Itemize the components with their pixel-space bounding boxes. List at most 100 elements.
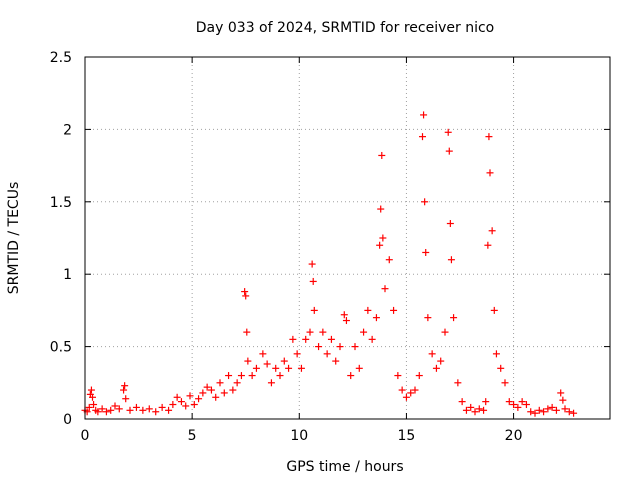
x-tick-label: 20 [505,428,523,444]
data-point [212,393,220,401]
data-point [158,403,166,411]
data-point [272,364,280,372]
data-point [480,406,488,414]
data-point [488,227,496,235]
plot-frame [84,56,611,420]
data-point [319,328,327,336]
data-point [548,403,556,411]
data-point [263,360,271,368]
data-point [510,401,518,409]
grid-layer [85,57,610,419]
data-point [379,234,387,242]
data-point [565,408,573,416]
data-point [169,401,177,409]
data-point [390,306,398,314]
data-point [355,364,363,372]
data-point [94,408,102,416]
data-point [203,383,211,391]
data-point [139,406,147,414]
data-point [482,398,490,406]
data-point [552,406,560,414]
data-point [177,398,185,406]
data-point [340,311,348,319]
data-point [514,403,522,411]
data-point [441,328,449,336]
data-point [394,372,402,380]
data-point [107,406,115,414]
axis-ticks [84,56,610,420]
data-point [531,409,539,417]
data-point [309,277,317,285]
data-point [484,241,492,249]
x-axis-label: GPS time / hours [286,459,403,475]
data-point [522,401,530,409]
data-point [486,169,494,177]
data-point [244,357,252,365]
data-point [376,241,384,249]
data-points [81,111,578,417]
data-point [475,405,483,413]
data-point [121,382,129,390]
data-point [225,372,233,380]
data-point [411,386,419,394]
data-point [559,396,567,404]
data-point [561,405,569,413]
data-point [347,372,355,380]
data-point [190,401,198,409]
data-point [165,406,173,414]
data-point [243,328,251,336]
data-point [152,408,160,416]
y-tick-label: 0 [63,412,72,428]
data-point [422,248,430,256]
data-point [492,350,500,358]
data-point [182,402,190,410]
data-point [98,405,106,413]
data-point [535,406,543,414]
data-point [248,372,256,380]
x-tick-label: 15 [398,428,416,444]
data-point [120,386,128,394]
y-tick-label: 1.5 [50,195,72,211]
data-point [497,364,505,372]
data-point [444,128,452,136]
data-point [276,372,284,380]
data-point [485,133,493,141]
data-point [462,406,470,414]
data-point [467,403,475,411]
data-point [447,256,455,264]
data-point [428,350,436,358]
data-point [424,314,432,322]
x-tick-label: 0 [81,428,90,444]
data-point [145,405,153,413]
data-point [229,386,237,394]
data-point [421,198,429,206]
data-point [505,398,513,406]
data-point [310,306,318,314]
data-point [207,386,215,394]
data-point [122,395,130,403]
y-tick-label: 2 [63,122,72,138]
data-point [267,379,275,387]
x-tick-label: 10 [290,428,308,444]
data-point [285,364,293,372]
data-point [293,350,301,358]
data-point [297,364,305,372]
data-point [377,205,385,213]
axis-tick-labels: 0 5 10 15 20 0 0.5 1 1.5 2 2.5 [50,50,523,444]
data-point [115,405,123,413]
data-point [407,389,415,397]
data-point [237,372,245,380]
data-point [233,379,241,387]
data-point [402,393,410,401]
data-point [432,364,440,372]
data-point [336,343,344,351]
data-point [419,133,426,141]
data-point [544,405,552,413]
data-point [308,260,316,268]
data-point [89,393,96,401]
data-point [90,401,98,409]
data-point [102,408,110,416]
data-point [289,335,297,343]
